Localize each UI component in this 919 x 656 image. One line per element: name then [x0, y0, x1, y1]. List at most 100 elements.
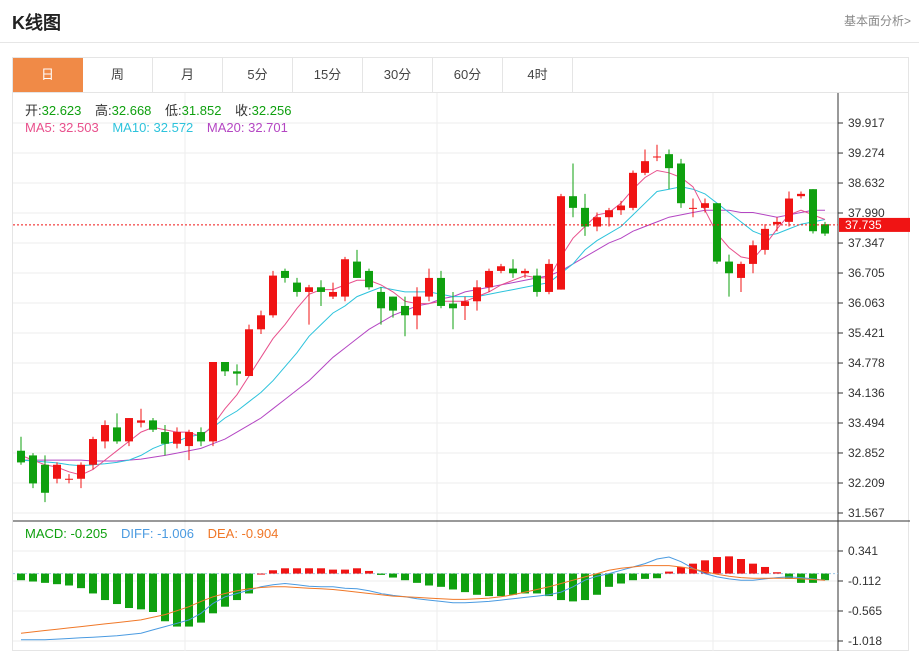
candle-body [305, 287, 313, 292]
macd-histogram-bar [725, 556, 733, 574]
macd-histogram-bar [761, 566, 769, 574]
candle-body [185, 432, 193, 447]
macd-histogram-bar [65, 573, 73, 586]
candle-body [149, 420, 157, 430]
candle-body [173, 432, 181, 444]
macd-histogram-bar [509, 573, 517, 595]
macd-histogram-bar [713, 557, 721, 574]
diff-legend-value: DIFF: -1.006 [121, 526, 194, 541]
price-tick-label: 37.990 [848, 206, 885, 220]
macd-histogram-bar [533, 573, 541, 594]
ohlc-legend: 开:32.623 高:32.668 低:31.852 收:32.256 [25, 103, 291, 118]
macd-histogram-bar [281, 568, 289, 574]
candle-body [65, 478, 73, 480]
price-tick-label: 32.852 [848, 446, 885, 460]
price-tick-label: 38.632 [848, 176, 885, 190]
macd-histogram-bar [245, 573, 253, 594]
macd-histogram-bar [557, 573, 565, 601]
candle-body [425, 277, 433, 297]
candle-body [389, 296, 397, 311]
tab-30min[interactable]: 30分 [363, 58, 433, 92]
price-tick-label: 36.063 [848, 296, 885, 310]
ma-legend: MA5: 32.503 MA10: 32.572 MA20: 32.701 [25, 120, 288, 135]
candle-body [281, 270, 289, 278]
macd-histogram-bar [449, 573, 457, 590]
tab-month[interactable]: 月 [153, 58, 223, 92]
candle-body [413, 296, 421, 316]
candle-body [17, 450, 25, 463]
macd-legend: MACD: -0.205 DIFF: -1.006 DEA: -0.904 [25, 526, 278, 541]
macd-histogram-bar [125, 573, 133, 609]
macd-histogram-bar [473, 573, 481, 595]
candle-body [197, 432, 205, 442]
macd-histogram-bar [665, 571, 673, 574]
page-header: K线图 基本面分析> [0, 0, 919, 43]
candle-body [545, 263, 553, 292]
price-tick-label: 34.778 [848, 356, 885, 370]
fundamental-analysis-link[interactable]: 基本面分析> [843, 14, 911, 28]
macd-histogram-bar [413, 573, 421, 583]
candle-body [377, 291, 385, 309]
macd-histogram-bar [113, 573, 121, 605]
kline-chart-panel[interactable]: 39.917 39.274 38.632 37.990 37.347 36.705 36.0… [12, 93, 910, 651]
tab-15min[interactable]: 15分 [293, 58, 363, 92]
kline-chart-svg[interactable]: 39.917 39.274 38.632 37.990 37.347 36.705 36.0… [13, 93, 910, 651]
macd-tick-label: -0.112 [848, 574, 881, 588]
price-tick-label: 35.421 [848, 326, 885, 340]
tab-week[interactable]: 周 [83, 58, 153, 92]
macd-histogram-bar [737, 559, 745, 574]
price-tick-label: 32.209 [848, 476, 885, 490]
tab-4hour[interactable]: 4时 [503, 58, 573, 92]
price-tick-label: 31.567 [848, 506, 885, 520]
candle-body [101, 425, 109, 442]
macd-histogram-bar [197, 573, 205, 623]
candle-body [593, 217, 601, 227]
macd-legend-value: MACD: -0.205 [25, 526, 107, 541]
macd-histogram-bar [185, 573, 193, 627]
candle-body [821, 224, 829, 234]
candle-body [269, 275, 277, 316]
candle-body [437, 277, 445, 306]
candle-body [737, 263, 745, 278]
macd-histogram-bar [749, 563, 757, 574]
macd-histogram-bar [485, 573, 493, 597]
candle-body [581, 207, 589, 227]
macd-histogram-bar [545, 573, 553, 597]
macd-histogram-bar [581, 573, 589, 601]
ma10-line [20, 186, 826, 467]
macd-histogram-bar [389, 573, 397, 578]
macd-histogram-bar [809, 573, 817, 583]
tab-5min[interactable]: 5分 [223, 58, 293, 92]
candle-body [785, 198, 793, 222]
macd-histogram-bar [605, 573, 613, 587]
price-tick-label: 36.705 [848, 266, 885, 280]
moving-average-lines [20, 169, 826, 476]
macd-indicator [13, 556, 838, 641]
open-label: 开: [25, 103, 42, 118]
candle-body [53, 464, 61, 479]
candle-body [365, 270, 373, 288]
candle-body [725, 261, 733, 274]
candle-body [341, 259, 349, 297]
open-value: 32.623 [42, 103, 82, 118]
macd-histogram-bar [437, 573, 445, 587]
macd-histogram-bar [593, 573, 601, 595]
candle-body [473, 287, 481, 302]
candle-body [353, 261, 361, 278]
ma20-legend: MA20: 32.701 [207, 120, 288, 135]
candlesticks [17, 144, 829, 503]
candle-body [41, 464, 49, 493]
candle-body [497, 266, 505, 271]
candle-body [125, 418, 133, 442]
candle-body [161, 432, 169, 444]
macd-histogram-bar [641, 573, 649, 579]
tab-60min[interactable]: 60分 [433, 58, 503, 92]
close-label: 收: [235, 103, 252, 118]
macd-histogram-bar [101, 573, 109, 601]
candle-body [641, 161, 649, 173]
macd-histogram-bar [161, 573, 169, 622]
candle-body [29, 455, 37, 484]
candle-body [557, 196, 565, 290]
macd-tick-label: 0.341 [848, 544, 878, 558]
tab-day[interactable]: 日 [13, 58, 83, 92]
